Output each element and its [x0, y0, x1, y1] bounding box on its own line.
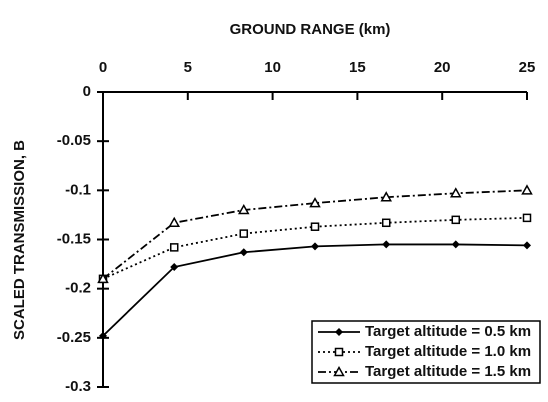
legend-label: Target altitude = 1.5 km: [365, 363, 531, 380]
data-point: [239, 248, 248, 257]
legend-marker: [333, 365, 345, 377]
x-tick-label: 5: [184, 59, 192, 76]
y-tick-label: -0.15: [57, 230, 91, 247]
data-point: [382, 240, 391, 249]
data-point: [168, 216, 181, 228]
data-point: [310, 222, 320, 231]
data-point: [380, 191, 393, 202]
x-tick-label: 10: [264, 59, 281, 76]
legend-marker: [334, 347, 344, 357]
data-point: [169, 243, 179, 252]
data-point: [449, 187, 462, 198]
legend-label: Target altitude = 1.0 km: [365, 343, 531, 360]
x-tick-label: 0: [99, 59, 107, 76]
y-tick-label: -0.2: [65, 280, 91, 297]
data-point: [309, 197, 321, 208]
data-point: [523, 241, 531, 250]
y-tick-label: -0.1: [65, 181, 91, 198]
y-tick-label: -0.3: [65, 378, 91, 395]
data-point: [381, 218, 391, 228]
x-tick-label: 20: [434, 59, 451, 76]
legend: Target altitude = 0.5 km Target altitude …: [311, 320, 541, 384]
data-point: [451, 240, 460, 249]
y-axis-title: SCALED TRANSMISSION, B: [11, 140, 28, 340]
x-tick-label: 15: [349, 59, 366, 76]
y-tick-label: -0.25: [57, 329, 91, 346]
y-tick-label: -0.05: [57, 132, 91, 149]
data-point: [170, 263, 179, 272]
data-point: [311, 242, 319, 251]
legend-label: Target altitude = 0.5 km: [365, 323, 531, 340]
data-point: [99, 331, 107, 340]
data-point: [521, 184, 533, 195]
x-tick-label: 25: [519, 59, 536, 76]
data-point: [522, 213, 532, 223]
x-axis-title: GROUND RANGE (km): [230, 21, 391, 38]
data-point: [237, 203, 250, 215]
data-point: [451, 215, 461, 225]
legend-marker: [335, 328, 343, 336]
y-tick-label: 0: [83, 83, 91, 100]
data-point: [97, 272, 109, 284]
data-point: [239, 229, 249, 238]
